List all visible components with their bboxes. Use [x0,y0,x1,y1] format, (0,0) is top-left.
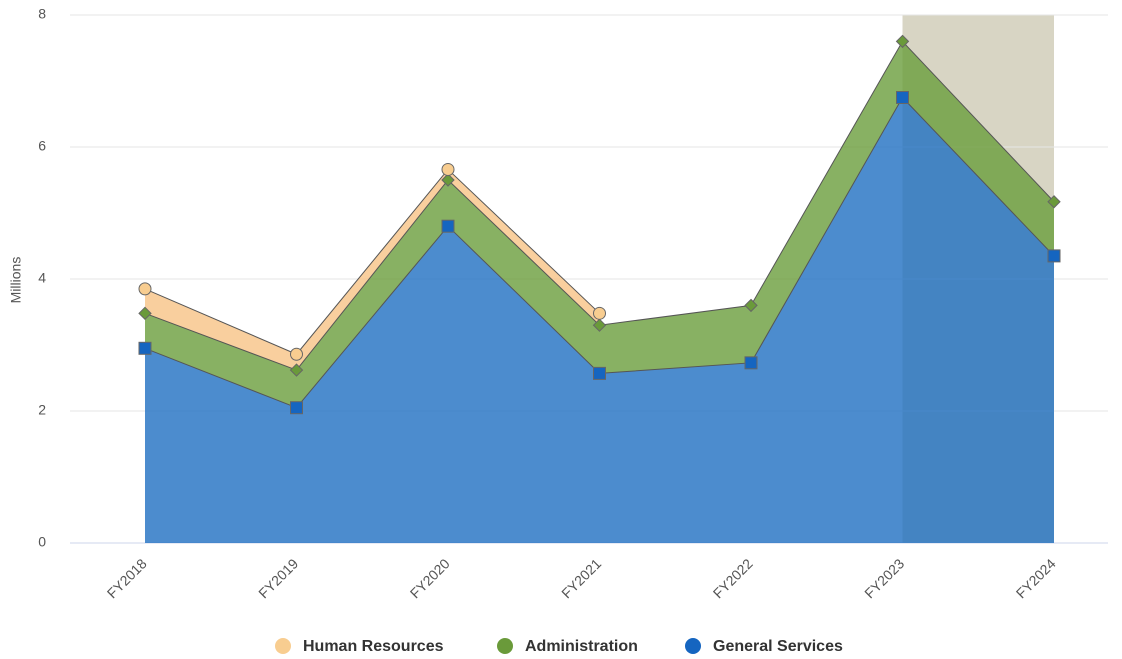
marker [593,366,606,380]
marker [744,298,758,313]
y-tick-label: 2 [38,402,46,418]
area [145,41,1054,408]
x-tick-label: FY2019 [255,555,301,601]
area [145,97,1054,543]
area-line [144,168,600,355]
x-tick-label: FY2018 [104,555,150,601]
y-tick-label: 4 [38,270,46,286]
y-axis-label: Millions [8,257,24,304]
marker [138,341,152,355]
marker [744,356,758,370]
legend-label: Human Resources [303,638,444,655]
marker [1047,195,1061,209]
marker [895,34,910,49]
legend-swatch [497,638,513,654]
legend-label: Administration [525,638,638,655]
y-tick-label: 8 [38,6,46,22]
area [145,169,600,371]
marker [289,363,304,377]
marker [592,318,607,332]
y-tick-label: 0 [38,534,46,550]
legend-label: General Services [713,638,843,655]
x-tick-label: FY2021 [558,555,604,601]
x-tick-label: FY2023 [861,555,907,601]
marker [441,173,455,187]
areas [145,41,1054,543]
x-tick-label: FY2022 [710,555,756,601]
x-tick-label: FY2020 [407,555,453,601]
marker [441,219,455,233]
marker [1047,249,1061,263]
marker [290,347,303,361]
x-tick-label: FY2024 [1013,555,1059,601]
markers [138,34,1061,415]
marker [138,282,152,296]
marker [593,306,606,320]
marker [290,401,303,415]
marker [138,306,152,321]
marker [896,91,909,104]
marker [441,162,455,176]
y-tick-label: 6 [38,138,46,154]
legend-swatch [275,638,291,654]
legend-swatch [685,638,701,654]
